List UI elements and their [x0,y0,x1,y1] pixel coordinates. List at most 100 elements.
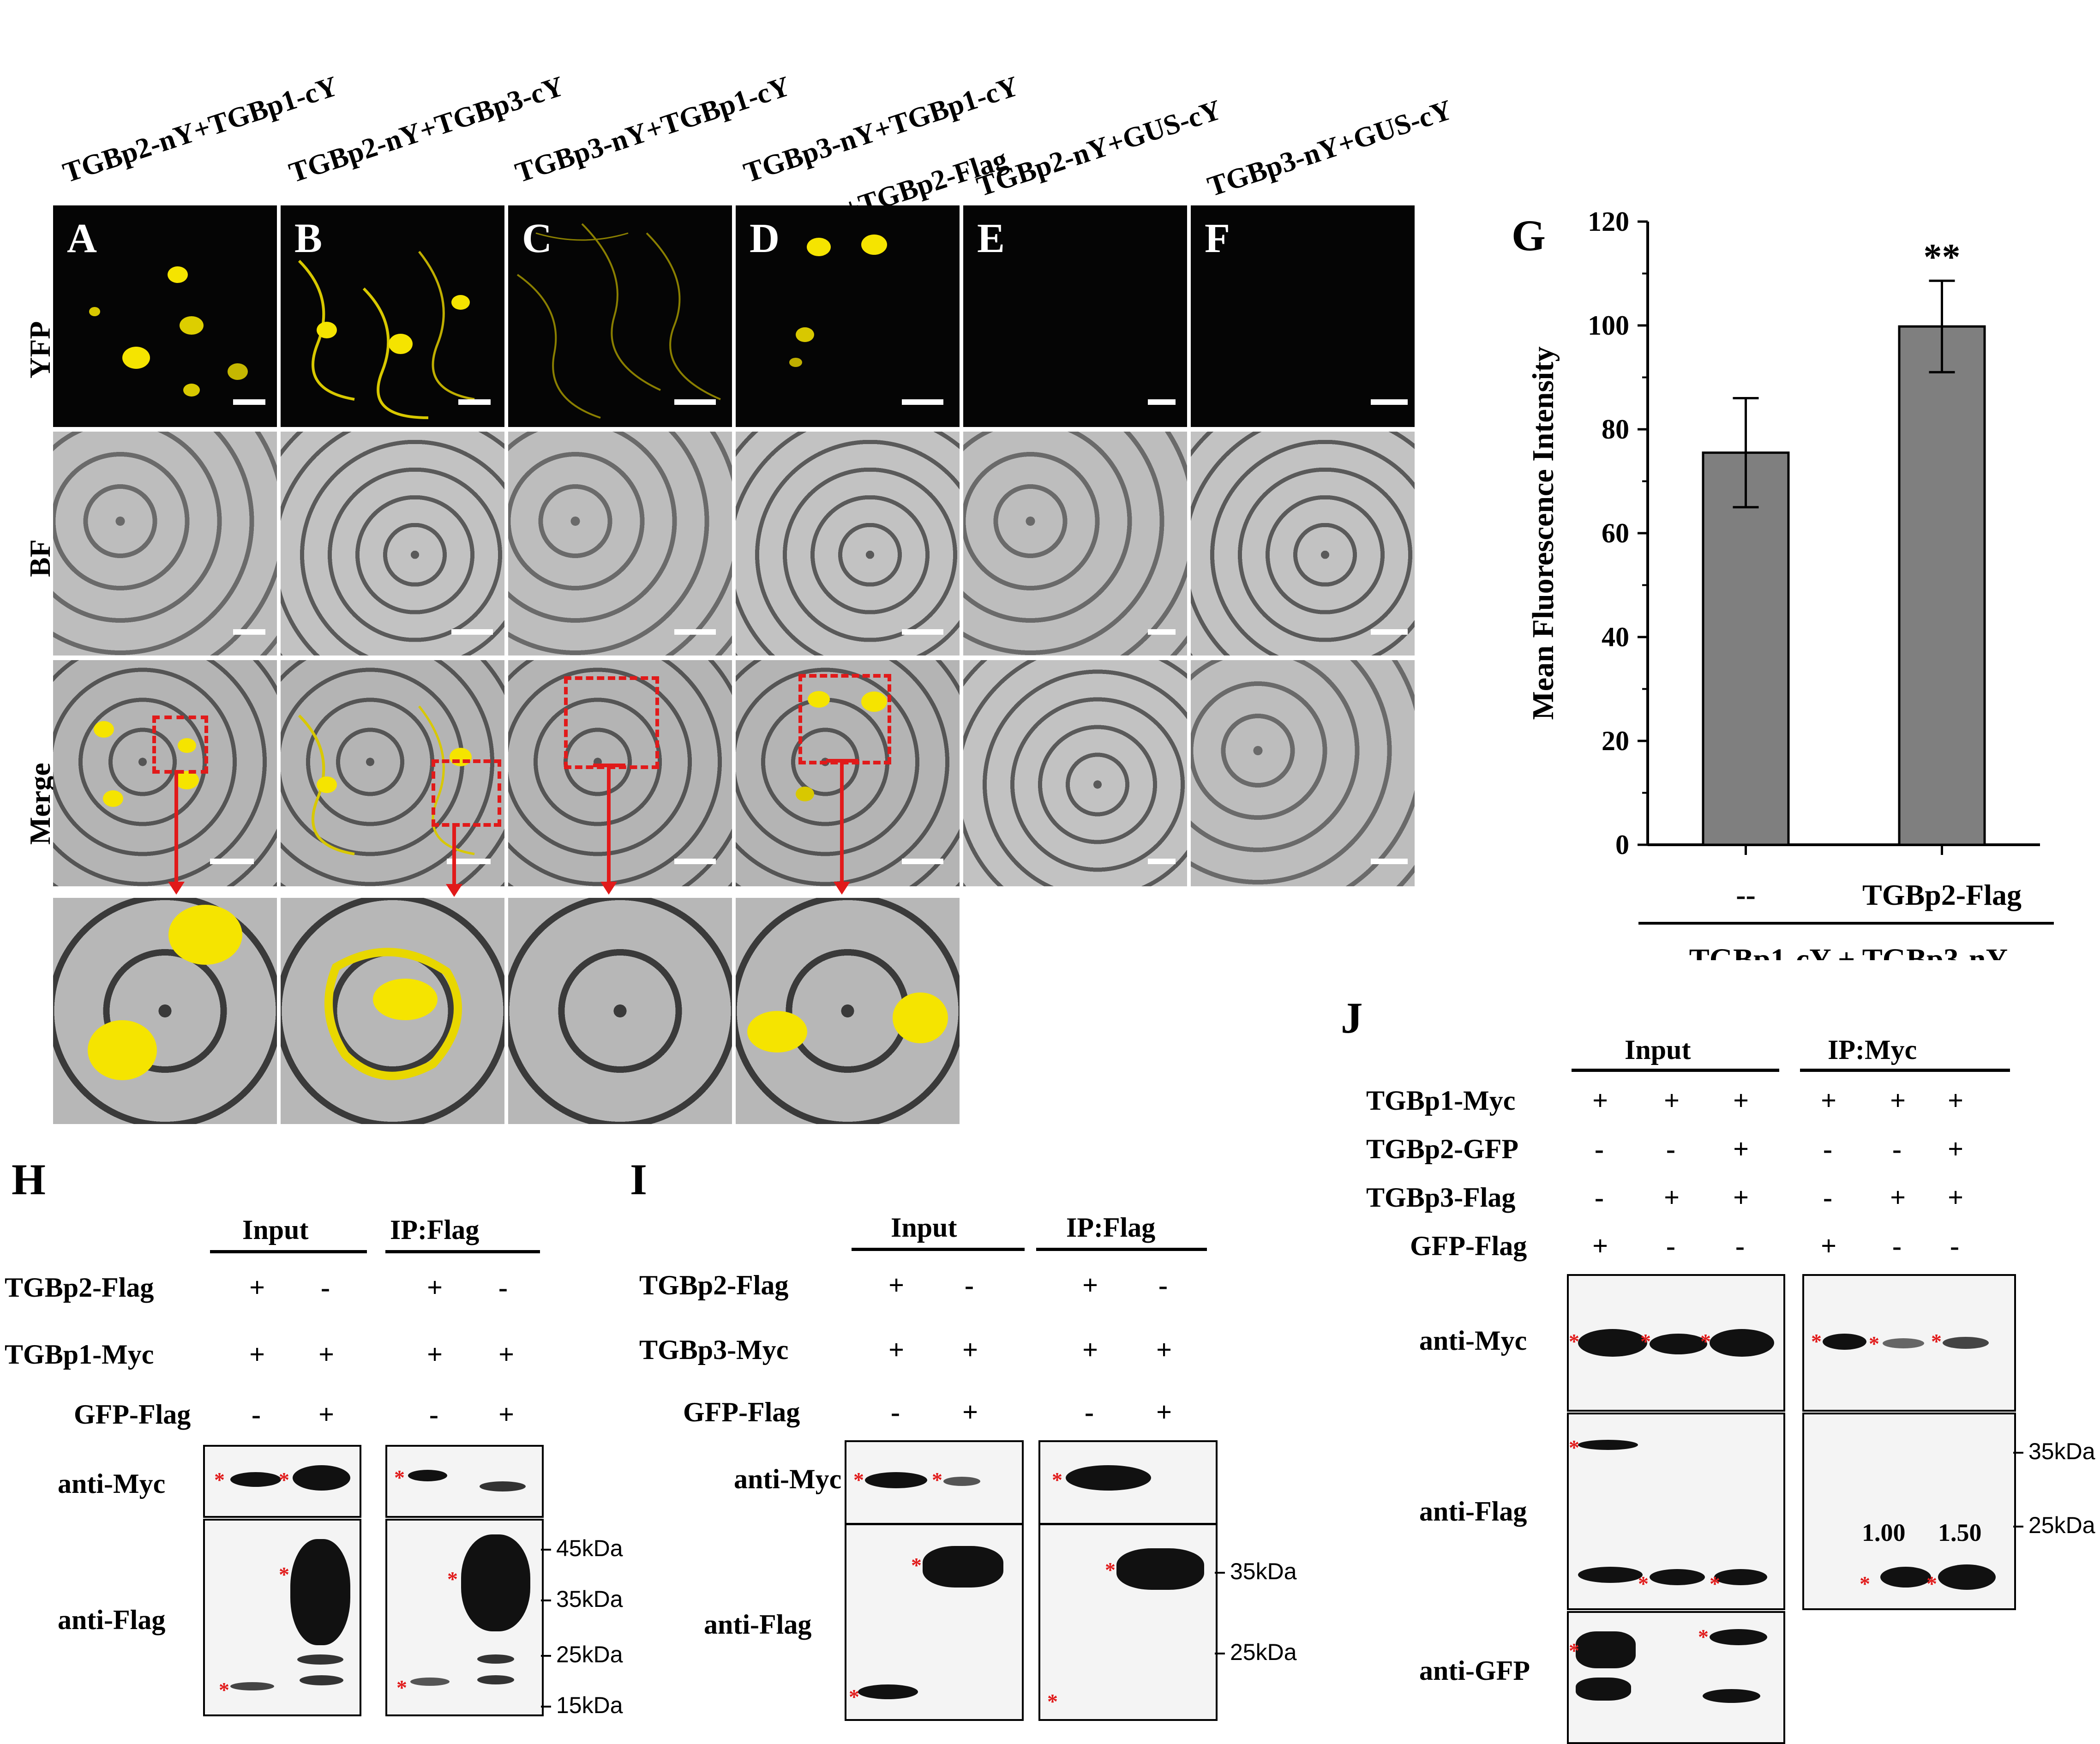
sign: - [252,1399,261,1430]
band [1116,1548,1204,1590]
quant-value: 1.50 [1938,1519,1982,1546]
i-blot-ip-flag: * * [1038,1523,1218,1721]
sign: - [891,1397,900,1427]
marker-tick [541,1549,551,1551]
band [1823,1334,1866,1350]
band [1943,1337,1989,1349]
band [1714,1569,1767,1585]
sign: + [1082,1335,1098,1365]
band-marker: * [1698,1625,1709,1648]
bf-panel-c [508,432,732,656]
yfp-signal-b [298,251,475,419]
bf-panel-b [281,432,504,656]
h-blot-input-flag: * * [203,1519,361,1716]
sign: + [1948,1085,1964,1116]
band [480,1481,526,1491]
x-tick-label: -- [1736,878,1756,911]
zoom-arrow-c-cap [593,764,625,767]
sign: - [1666,1134,1675,1164]
sign: + [1890,1085,1906,1116]
band-marker: * [1860,1572,1870,1595]
band-marker: * [1869,1332,1879,1355]
yfp-panel-a: A [53,205,277,427]
j-blot-label-gfp: anti-GFP [1419,1655,1530,1686]
panel-letter-f: F [1205,216,1230,261]
marker-tick [541,1600,551,1601]
j-row-label: GFP-Flag [1410,1231,1527,1261]
zoom-arrow-d-head [834,882,850,895]
h-marker: 25kDa [556,1642,623,1667]
sign: + [427,1339,443,1370]
band-marker: * [279,1563,289,1586]
band-marker: * [214,1468,225,1491]
band-marker: * [1569,1436,1579,1459]
sign: - [1595,1182,1604,1213]
zoom-panel-b [281,898,504,1124]
j-blot-ip-myc: * * * [1802,1274,2016,1412]
yfp-panel-c: C [508,205,732,427]
panel-letter-b: B [294,216,323,261]
panel-letter-e: E [977,216,1005,261]
yfp-signal-c [516,223,721,419]
sign: - [1823,1182,1832,1213]
band [1576,1678,1631,1701]
j-marker: 25kDa [2028,1512,2095,1538]
sign: + [498,1399,515,1430]
h-row-label: GFP-Flag [74,1399,191,1430]
sign: + [962,1397,978,1427]
band [1578,1329,1647,1357]
sign: + [1733,1182,1749,1213]
h-group-input-line [210,1250,367,1253]
j-row-label: TGBp2-GFP [1366,1134,1519,1164]
j-row-label: TGBp3-Flag [1366,1182,1516,1213]
band [1578,1440,1638,1450]
bf-panel-d [736,432,960,656]
j-group-ip-line [1800,1069,2010,1072]
bar [1898,325,1986,846]
i-group-ip: IP:Flag [1066,1212,1156,1243]
sign: + [962,1335,978,1365]
i-group-input: Input [891,1212,957,1243]
h-group-ip-line [385,1250,540,1253]
sign: - [1892,1134,1902,1164]
j-blot-label-myc: anti-Myc [1419,1325,1527,1356]
scale-bar [210,859,254,864]
j-blot-input-myc: * * * [1567,1274,1785,1412]
band-marker: * [1569,1329,1579,1353]
sign: + [1082,1270,1098,1300]
zoom-panel-a [53,898,277,1124]
y-tick-label: 80 [1602,414,1629,445]
yfp-panel-f: F [1191,205,1415,427]
sign: - [1085,1397,1094,1427]
band [290,1539,350,1645]
sign: + [1156,1397,1172,1427]
band [300,1675,343,1685]
y-tick-label: 120 [1588,206,1629,237]
band-marker: * [279,1468,289,1491]
y-tick-label: 0 [1615,830,1629,860]
h-row-label: TGBp2-Flag [5,1272,154,1303]
j-marker: 35kDa [2028,1438,2095,1464]
band-marker: * [1640,1329,1651,1353]
i-group-input-line [852,1248,1025,1251]
zoom-box-a [152,716,208,774]
j-group-ip: IP:Myc [1828,1034,1917,1065]
band [1650,1334,1707,1354]
merge-panel-b [281,660,504,886]
i-blot-label-myc: anti-Myc [734,1464,842,1494]
band [1883,1338,1924,1348]
sign: - [498,1272,508,1303]
scale-bar [674,399,716,405]
band [1650,1569,1705,1585]
sign: + [318,1399,335,1430]
i-row-label: TGBp3-Myc [639,1335,789,1365]
band-marker: * [932,1468,942,1491]
scale-bar [674,629,716,635]
sign: + [1948,1134,1964,1164]
panel-letter-a: A [67,216,97,261]
sign: + [1592,1085,1608,1116]
sign: + [1664,1085,1680,1116]
significance-label: ** [1924,237,1961,277]
row-label-merge: Merge [24,763,56,845]
band [408,1470,447,1481]
